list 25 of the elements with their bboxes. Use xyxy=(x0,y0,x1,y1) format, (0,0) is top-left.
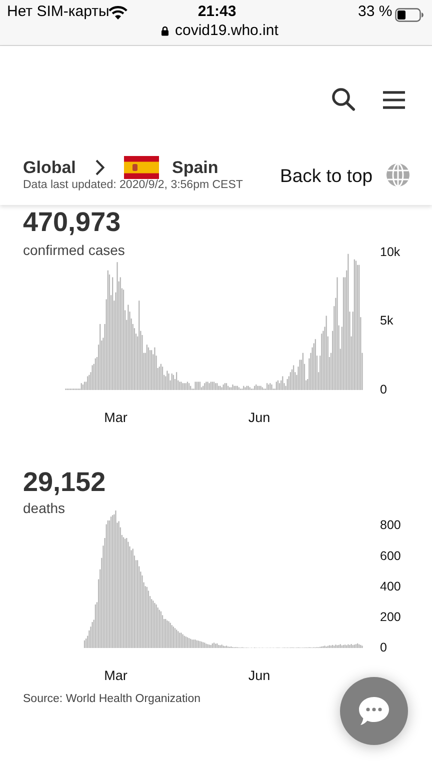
x-tick-label: Jun xyxy=(248,410,270,425)
chart-title: 470,973 xyxy=(23,206,121,238)
y-tick-label: 600 xyxy=(380,548,401,563)
chart-subtitle: deaths xyxy=(23,500,66,516)
y-tick-label: 10k xyxy=(380,244,401,259)
chart-title: 29,152 xyxy=(23,466,106,498)
text: Spain xyxy=(172,158,218,178)
text: Global xyxy=(23,158,76,178)
y-tick-label: 200 xyxy=(380,610,401,624)
text: 33 % xyxy=(358,3,392,21)
text: covid19.who.int xyxy=(175,22,278,40)
text: Back to top xyxy=(280,164,373,188)
source-note: Source: World Health Organization xyxy=(23,693,200,707)
y-tick-label: 5k xyxy=(380,314,394,328)
chart-subtitle: confirmed cases xyxy=(23,242,125,258)
x-tick-label: Mar xyxy=(104,410,128,425)
text: 21:43 xyxy=(198,3,236,21)
y-tick-label: 800 xyxy=(380,518,401,532)
y-tick-label: 400 xyxy=(380,579,401,594)
y-tick-label: 0 xyxy=(380,640,387,654)
x-tick-label: Mar xyxy=(104,668,128,683)
text: Нет SIM-карты xyxy=(7,3,110,21)
x-tick-label: Jun xyxy=(248,668,270,683)
text: Data last updated: 2020/9/2, 3:56pm CEST xyxy=(23,179,243,193)
y-tick-label: 0 xyxy=(380,382,387,396)
